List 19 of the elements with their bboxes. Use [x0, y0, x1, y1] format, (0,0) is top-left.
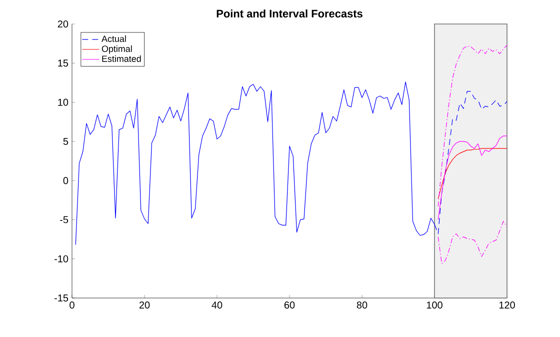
legend-label: Estimated — [102, 55, 141, 62]
y-tick-label: 15 — [58, 60, 68, 67]
y-tick-label: 0 — [63, 177, 68, 184]
y-tick-label: -15 — [54, 294, 68, 302]
x-tick-label: 40 — [212, 302, 222, 309]
y-tick-label: -10 — [54, 255, 68, 262]
x-tick-label: 120 — [499, 302, 515, 309]
x-tick-label: 100 — [426, 302, 442, 309]
y-tick-label: 5 — [63, 138, 68, 145]
y-tick-label: -5 — [60, 216, 68, 224]
x-tick-label: 20 — [139, 302, 150, 309]
chart-title: Point and Interval Forecasts — [216, 9, 362, 18]
x-tick-label: 80 — [356, 302, 368, 309]
x-tick-label: 60 — [284, 302, 295, 309]
y-tick-label: 10 — [58, 98, 68, 106]
legend-label: Actual — [102, 35, 126, 42]
y-tick-label: 20 — [58, 20, 68, 28]
legend-label: Optimal — [102, 45, 132, 54]
x-tick-label: 0 — [70, 302, 74, 309]
